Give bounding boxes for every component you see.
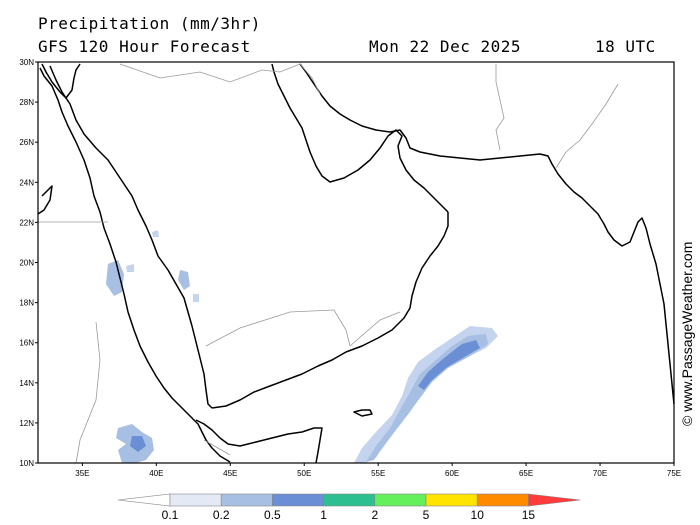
borders — [38, 63, 619, 464]
axis-labels: 30N 28N 26N 24N 22N 20N 18N 16N 14N 12N 10N 35E 40E 4… — [19, 58, 681, 478]
lon-label: 40E — [149, 469, 163, 478]
legend-label: 5 — [423, 508, 430, 522]
legend-swatch — [272, 493, 324, 507]
legend-swatch — [169, 493, 222, 507]
coast-oman — [271, 63, 449, 213]
lon-label: 65E — [519, 469, 533, 478]
lat-label: 10N — [19, 459, 34, 468]
legend-label: 10 — [471, 508, 485, 522]
lat-label: 22N — [19, 218, 34, 227]
legend-label: 2 — [371, 508, 378, 522]
lat-label: 24N — [19, 178, 34, 187]
map-frame — [37, 61, 675, 464]
legend-arrow-high — [528, 493, 581, 507]
precip-arabian-sea-mid — [366, 334, 488, 462]
legend-swatch — [425, 493, 478, 507]
border-iran-pakistan — [495, 64, 505, 151]
lon-label: 70E — [593, 469, 607, 478]
coast-sinai — [41, 63, 81, 99]
legend-label: 15 — [522, 508, 536, 522]
axis-ticks — [35, 61, 675, 466]
credit-text: © www.PassageWeather.com — [679, 242, 695, 426]
precip-legend: 0.1 0.2 0.5 1 2 5 10 15 — [117, 493, 581, 522]
precip-ethiopia-core — [130, 436, 146, 452]
border-oman-yemen — [349, 311, 401, 347]
precip-red-sea-east — [178, 270, 190, 290]
lon-label: 55E — [371, 469, 385, 478]
legend-label: 0.5 — [264, 508, 281, 522]
legend-label: 1 — [320, 508, 327, 522]
precip-small-1 — [126, 264, 134, 272]
legend-swatch — [476, 493, 529, 507]
legend-label: 0.2 — [213, 508, 230, 522]
coast-india-west — [589, 205, 675, 405]
forecast-date: Mon 22 Dec 2025 — [369, 37, 521, 56]
map-title: Precipitation (mm/3hr) — [38, 14, 261, 33]
lat-label: 26N — [19, 138, 34, 147]
lon-label: 45E — [223, 469, 237, 478]
credit-watermark: © www.PassageWeather.com — [679, 242, 695, 426]
forecast-time: 18 UTC — [595, 37, 656, 56]
lon-label: 60E — [445, 469, 459, 478]
precip-red-sea-west — [106, 260, 124, 296]
lon-label: 75E — [667, 469, 681, 478]
precip-arabian-sea-core — [418, 340, 480, 390]
border-iran-iraq — [299, 63, 321, 95]
coast-persian-gulf-north — [299, 63, 591, 207]
legend-label: 0.1 — [162, 508, 179, 522]
coastlines — [37, 63, 675, 464]
coast-red-sea-east — [49, 65, 213, 409]
precip-layer — [106, 230, 498, 463]
lon-label: 50E — [297, 469, 311, 478]
border-sudan-ethiopia — [75, 321, 101, 464]
coast-arabia-south — [211, 212, 449, 409]
lat-label: 30N — [19, 58, 34, 67]
precip-ethiopia — [116, 424, 154, 463]
lat-label: 28N — [19, 98, 34, 107]
legend-swatch — [374, 493, 427, 507]
legend-arrow-low — [117, 493, 171, 507]
forecast-subtitle: GFS 120 Hour Forecast — [38, 37, 251, 56]
legend-swatch — [220, 493, 273, 507]
coast-socotra — [353, 409, 373, 417]
lat-label: 14N — [19, 379, 34, 388]
lat-label: 12N — [19, 419, 34, 428]
legend-swatch — [323, 493, 376, 507]
border-somalia — [203, 439, 231, 456]
lat-label: 16N — [19, 339, 34, 348]
lat-label: 20N — [19, 259, 34, 268]
coast-eritrea-east — [37, 185, 53, 215]
lat-label: 18N — [19, 299, 34, 308]
coast-red-sea-west — [39, 67, 231, 463]
coast-africa-horn — [195, 419, 323, 464]
border-saudi-yemen — [205, 309, 351, 347]
precip-small-3 — [193, 294, 199, 302]
lon-label: 35E — [75, 469, 89, 478]
border-pakistan-india — [555, 83, 619, 169]
precip-arabian-sea-light — [354, 326, 498, 463]
precip-small-2 — [152, 230, 159, 237]
border-saudi-north — [119, 63, 301, 83]
